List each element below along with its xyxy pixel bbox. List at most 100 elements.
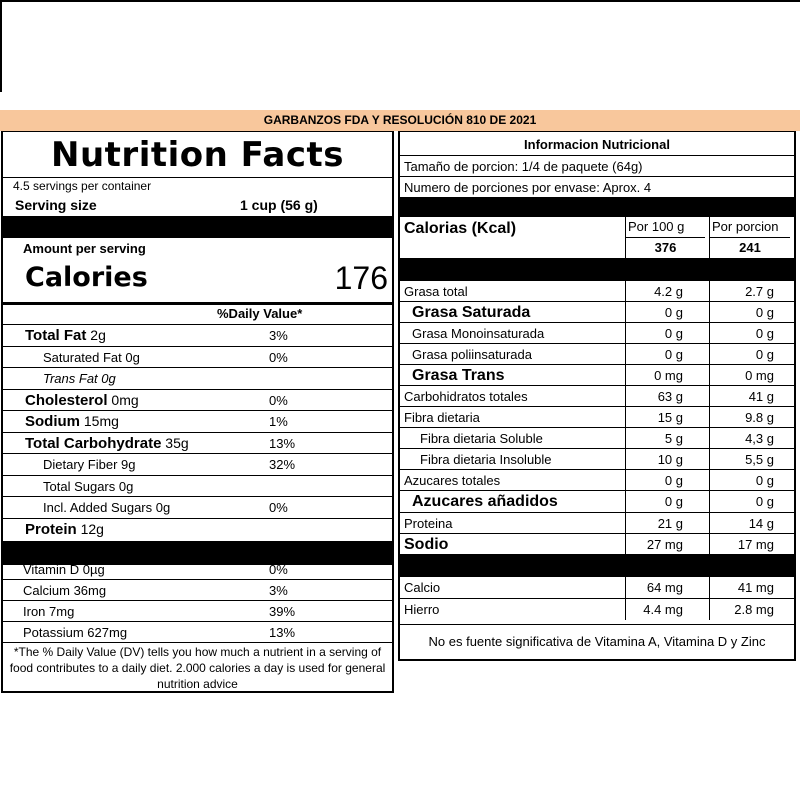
- calories-label: Calories: [25, 262, 148, 293]
- nutrient-per-100g: 5 g: [625, 428, 709, 448]
- thick-divider: [400, 197, 794, 216]
- mineral-name: Iron 7mg: [23, 604, 75, 619]
- col-100g: Por 100 g 376: [625, 217, 709, 258]
- mineral-percent: 3%: [269, 583, 288, 598]
- mineral-percent: 0%: [269, 562, 288, 577]
- nutrient-amount: 2g: [90, 327, 106, 343]
- nutrition-facts-panel: Nutrition Facts 4.5 servings per contain…: [1, 131, 394, 693]
- nutrient-name: Carbohidratos totales: [404, 389, 528, 404]
- nutrient-row: Grasa total 4.2 g 2.7 g: [400, 280, 794, 301]
- nutrient-per-100g: 27 mg: [625, 534, 709, 554]
- nutrient-per-portion: 41 g: [709, 386, 794, 406]
- nutrient-name: Grasa Saturada: [412, 304, 531, 321]
- nutrient-per-portion: 2.7 g: [709, 281, 794, 301]
- top-border: [0, 0, 800, 2]
- nutrient-name: Azucares añadidos: [412, 493, 558, 510]
- nutrient-row-total-carbohydrate: Total Carbohydrate 35g 13%: [3, 431, 392, 454]
- nutrient-row: Grasa Trans 0 mg 0 mg: [400, 364, 794, 385]
- nutrient-row: Fibra dietaria 15 g 9.8 g: [400, 406, 794, 427]
- mineral-per-100g: 4.4 mg: [625, 599, 709, 620]
- servings-per-container: 4.5 servings per container: [3, 177, 392, 194]
- product-banner: GARBANZOS FDA Y RESOLUCIÓN 810 DE 2021: [0, 110, 800, 131]
- nutrient-per-portion: 14 g: [709, 513, 794, 533]
- nutrient-per-portion: 0 g: [709, 302, 794, 322]
- nutrient-row-added-sugars: Incl. Added Sugars 0g 0%: [3, 496, 392, 518]
- nutrient-name: Total Carbohydrate: [25, 434, 162, 452]
- daily-value-header-label: %Daily Value*: [217, 306, 303, 321]
- mineral-row-potassium: Potassium 627mg 13%: [3, 621, 392, 642]
- nutrient-row: Carbohidratos totales 63 g 41 g: [400, 385, 794, 406]
- calories-row: Calories 176: [3, 260, 392, 298]
- nutrient-per-100g: 10 g: [625, 449, 709, 469]
- nutrient-name: Grasa Trans: [412, 367, 505, 384]
- nutrient-per-portion: 0 mg: [709, 365, 794, 385]
- nutrient-row-total-fat: Total Fat 2g 3%: [3, 324, 392, 346]
- nutrient-name: Grasa total: [404, 284, 468, 299]
- nutrient-row-cholesterol: Cholesterol 0mg 0%: [3, 388, 392, 411]
- nutrient-name: Grasa poliinsaturada: [412, 347, 532, 362]
- nutrient-per-portion: 0 g: [709, 344, 794, 364]
- nutrient-row-sodium: Sodium 15mg 1%: [3, 410, 392, 432]
- nutrient-per-portion: 0 g: [709, 323, 794, 343]
- col-portion-header: Por porcion: [712, 219, 779, 234]
- nutrient-percent: 1%: [269, 414, 288, 429]
- calories-portion: 241: [710, 237, 790, 258]
- serving-size-value: 1 cup (56 g): [240, 197, 318, 213]
- nutrient-per-100g: 63 g: [625, 386, 709, 406]
- nutrient-name: Total Fat: [25, 327, 87, 344]
- amount-per-serving: Amount per serving: [23, 241, 146, 256]
- nutrient-name: Sodio: [404, 536, 449, 553]
- nutrient-row: Fibra dietaria Insoluble 10 g 5,5 g: [400, 448, 794, 469]
- nutrient-name: Azucares totales: [404, 473, 501, 488]
- nutrient-per-100g: 0 g: [625, 491, 709, 512]
- mineral-name: Hierro: [404, 602, 440, 617]
- nutrient-amount: 15mg: [83, 413, 119, 429]
- col-100g-header: Por 100 g: [628, 219, 685, 234]
- nutrient-percent: 13%: [269, 435, 296, 451]
- mineral-name: Calcio: [404, 580, 441, 595]
- daily-value-header: %Daily Value*: [3, 302, 392, 323]
- nutrient-percent: 0%: [269, 500, 288, 515]
- nutrient-name: Trans Fat 0g: [43, 371, 116, 386]
- nutrient-name: Fibra dietaria Insoluble: [420, 452, 552, 467]
- nutrient-amount: 35g: [165, 434, 189, 451]
- nutrient-per-100g: 21 g: [625, 513, 709, 533]
- nutrient-row: Proteina 21 g 14 g: [400, 512, 794, 533]
- vitamin-note: No es fuente significativa de Vitamina A…: [400, 624, 794, 658]
- nutrient-per-100g: 4.2 g: [625, 281, 709, 301]
- mineral-row: Calcio 64 mg 41 mg: [400, 576, 794, 598]
- mineral-name: Potassium 627mg: [23, 625, 128, 640]
- mineral-row: Hierro 4.4 mg 2.8 mg: [400, 598, 794, 620]
- mineral-per-portion: 2.8 mg: [709, 599, 794, 620]
- thick-divider: [400, 258, 794, 280]
- nutrient-percent: 0%: [269, 349, 288, 365]
- nutrient-amount: 12g: [80, 520, 104, 537]
- calories-row: Calorias (Kcal) Por 100 g 376 Por porcio…: [400, 216, 794, 258]
- mineral-row-vitamin-d: Vitamin D 0µg 0%: [3, 558, 392, 579]
- nutrient-per-portion: 4,3 g: [709, 428, 794, 448]
- nutrient-per-portion: 0 g: [709, 470, 794, 490]
- nutrient-name: Total Sugars 0g: [43, 478, 134, 494]
- nutrient-name: Cholesterol: [25, 391, 108, 409]
- nutrient-row-dietary-fiber: Dietary Fiber 9g 32%: [3, 453, 392, 475]
- nutrient-row-total-sugars: Total Sugars 0g: [3, 474, 392, 497]
- nutrient-per-portion: 0 g: [709, 491, 794, 512]
- mineral-row-calcium: Calcium 36mg 3%: [3, 579, 392, 600]
- nutrient-per-100g: 0 g: [625, 470, 709, 490]
- nutrient-amount: 0mg: [111, 391, 139, 408]
- mineral-row-iron: Iron 7mg 39%: [3, 600, 392, 621]
- nutrient-percent: 3%: [269, 328, 288, 343]
- mineral-percent: 39%: [269, 604, 296, 619]
- mineral-per-portion: 41 mg: [709, 577, 794, 598]
- nutrient-name: Sodium: [25, 413, 80, 430]
- nutrient-per-100g: 0 g: [625, 344, 709, 364]
- nutrient-row-saturated-fat: Saturated Fat 0g 0%: [3, 345, 392, 368]
- nutrient-row: Sodio 27 mg 17 mg: [400, 533, 794, 554]
- nutrient-per-portion: 17 mg: [709, 534, 794, 554]
- informacion-nutricional-panel: Informacion Nutricional Tamaño de porcio…: [398, 131, 796, 661]
